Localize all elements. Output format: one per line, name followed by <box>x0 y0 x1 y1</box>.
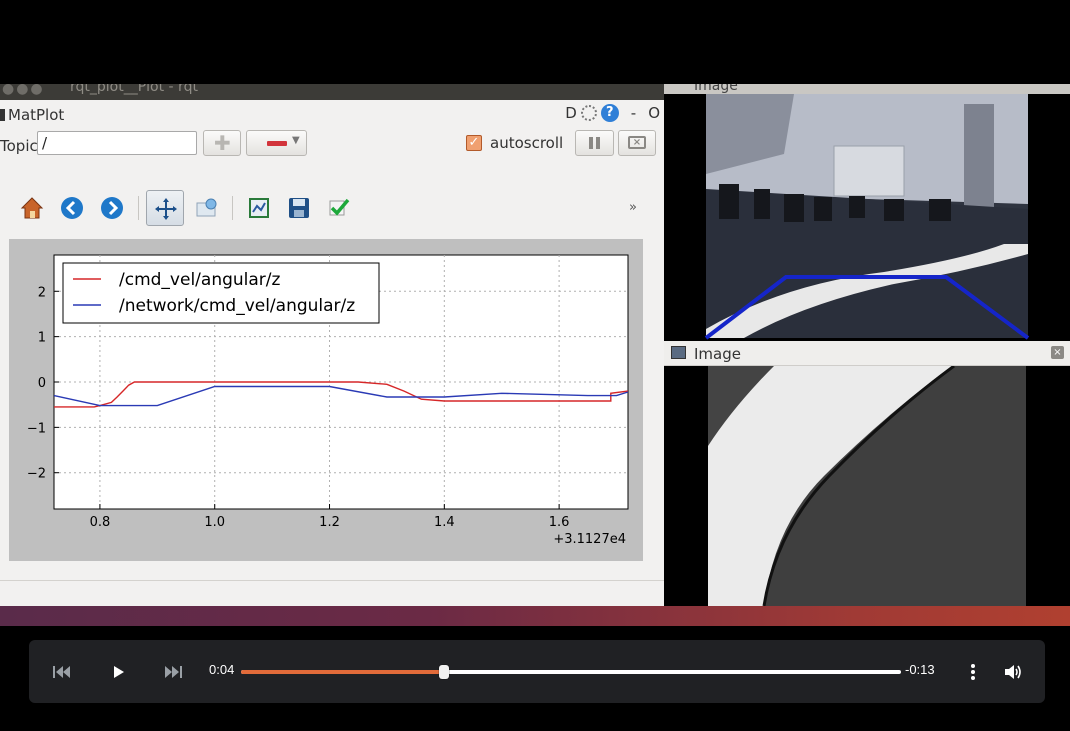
image-window-title: Image <box>694 84 738 94</box>
series-lines <box>53 381 629 408</box>
toolbar-separator <box>138 196 139 220</box>
play-icon[interactable] <box>107 640 131 703</box>
gear-icon[interactable] <box>580 105 597 121</box>
x-tick-label: 1.6 <box>549 515 570 530</box>
dock-grip-icon[interactable] <box>0 109 5 121</box>
camera-feed-image <box>664 94 1070 340</box>
back-arrow-icon[interactable] <box>58 194 86 222</box>
toolbar-separator <box>232 196 233 220</box>
remove-topic-button[interactable]: ▼ <box>246 130 307 156</box>
autoscroll-checkbox[interactable]: ✓ <box>466 135 482 151</box>
skip-previous-icon[interactable] <box>49 640 73 703</box>
skip-next-icon[interactable] <box>161 640 185 703</box>
home-icon[interactable] <box>18 194 46 222</box>
y-tick-label: 2 <box>38 285 46 300</box>
y-tick-label: −1 <box>27 421 46 436</box>
volume-icon[interactable] <box>1001 640 1025 703</box>
close-icon[interactable]: × <box>1051 346 1064 359</box>
image-icon <box>671 346 686 359</box>
legend-box <box>62 262 380 324</box>
window-title: rqt_plot__Plot - rqt <box>70 84 198 95</box>
legend-label-series-1: /cmd_vel/angular/z <box>119 270 281 290</box>
pause-button[interactable] <box>575 130 614 156</box>
window-buttons[interactable]: ●●● <box>2 84 45 97</box>
clear-button[interactable]: × <box>618 130 656 156</box>
plus-icon: ✚ <box>214 131 231 155</box>
plot-canvas[interactable]: 0.8 1.0 1.2 1.4 1.6 2 1 0 −1 −2 +3.1127e4 /cmd_ve… <box>9 239 643 561</box>
seek-bar-progress <box>241 670 444 674</box>
rqt-window: ●●● rqt_plot__Plot - rqt MatPlot D ? - O… <box>0 84 664 608</box>
minimize-button[interactable]: - <box>630 104 637 122</box>
topic-input[interactable] <box>37 131 197 155</box>
image-titlebar: Image × <box>664 341 1070 366</box>
rqt-titlebar: ●●● rqt_plot__Plot - rqt <box>0 84 664 100</box>
series-line-2 <box>53 385 629 407</box>
line-chart: 0.8 1.0 1.2 1.4 1.6 2 1 0 −1 −2 +3.1127e4 /cmd_ve… <box>27 254 629 547</box>
topic-row: Topic ✚ ▼ ✓ autoscroll × <box>0 130 664 160</box>
matplot-header: MatPlot D ? - O <box>0 102 664 128</box>
pan-icon[interactable] <box>146 190 184 226</box>
toolbar-more-button[interactable]: » <box>629 200 637 215</box>
seek-bar[interactable] <box>241 665 901 679</box>
current-time: 0:04 <box>209 662 235 677</box>
zoom-config-icon[interactable] <box>193 194 221 222</box>
close-button[interactable]: O <box>648 104 660 122</box>
minus-icon <box>267 141 287 146</box>
legend-label-series-2: /network/cmd_vel/angular/z <box>119 296 355 316</box>
video-controls: 0:04 -0:13 <box>29 640 1045 703</box>
processed-feed-image <box>664 366 1070 606</box>
processed-image-window: Image × <box>664 341 1070 606</box>
x-tick-label: 1.0 <box>204 515 225 530</box>
legend: /cmd_vel/angular/z /network/cmd_vel/angu… <box>62 262 380 324</box>
image-window-title: Image <box>694 345 741 363</box>
y-tick-label: 0 <box>38 376 46 391</box>
chevron-down-icon: ▼ <box>292 135 300 146</box>
autoscroll-label: autoscroll <box>490 134 564 152</box>
save-icon[interactable] <box>285 194 313 222</box>
matplot-title: MatPlot <box>0 106 64 124</box>
x-tick-label: 1.2 <box>319 515 340 530</box>
add-topic-button[interactable]: ✚ <box>203 130 241 156</box>
more-options-icon[interactable] <box>963 640 983 703</box>
dock-button[interactable]: D <box>565 104 577 122</box>
forward-arrow-icon[interactable] <box>98 194 126 222</box>
seek-bar-thumb[interactable] <box>438 665 449 679</box>
series-line-1 <box>54 381 629 408</box>
y-tick-label: 1 <box>38 331 46 346</box>
axis-ticks: 0.8 1.0 1.2 1.4 1.6 2 1 0 −1 −2 <box>27 285 570 530</box>
autoscroll-toggle[interactable]: ✓ autoscroll <box>466 134 563 152</box>
x-tick-label: 1.4 <box>434 515 455 530</box>
clear-icon: × <box>628 136 646 149</box>
x-tick-label: 0.8 <box>90 515 111 530</box>
desktop-background-strip <box>0 606 1070 626</box>
fit-view-icon[interactable] <box>245 194 273 222</box>
topic-label: Topic <box>0 137 38 155</box>
status-divider <box>0 580 664 581</box>
camera-image-window: Image <box>664 84 1070 340</box>
y-tick-label: −2 <box>27 467 46 482</box>
panel-controls: D ? - O <box>565 104 660 122</box>
image-titlebar: Image <box>664 84 1070 94</box>
x-offset-label: +3.1127e4 <box>553 532 626 547</box>
help-icon[interactable]: ? <box>600 104 619 122</box>
apply-check-icon[interactable] <box>325 194 353 222</box>
remaining-time: -0:13 <box>905 662 935 677</box>
